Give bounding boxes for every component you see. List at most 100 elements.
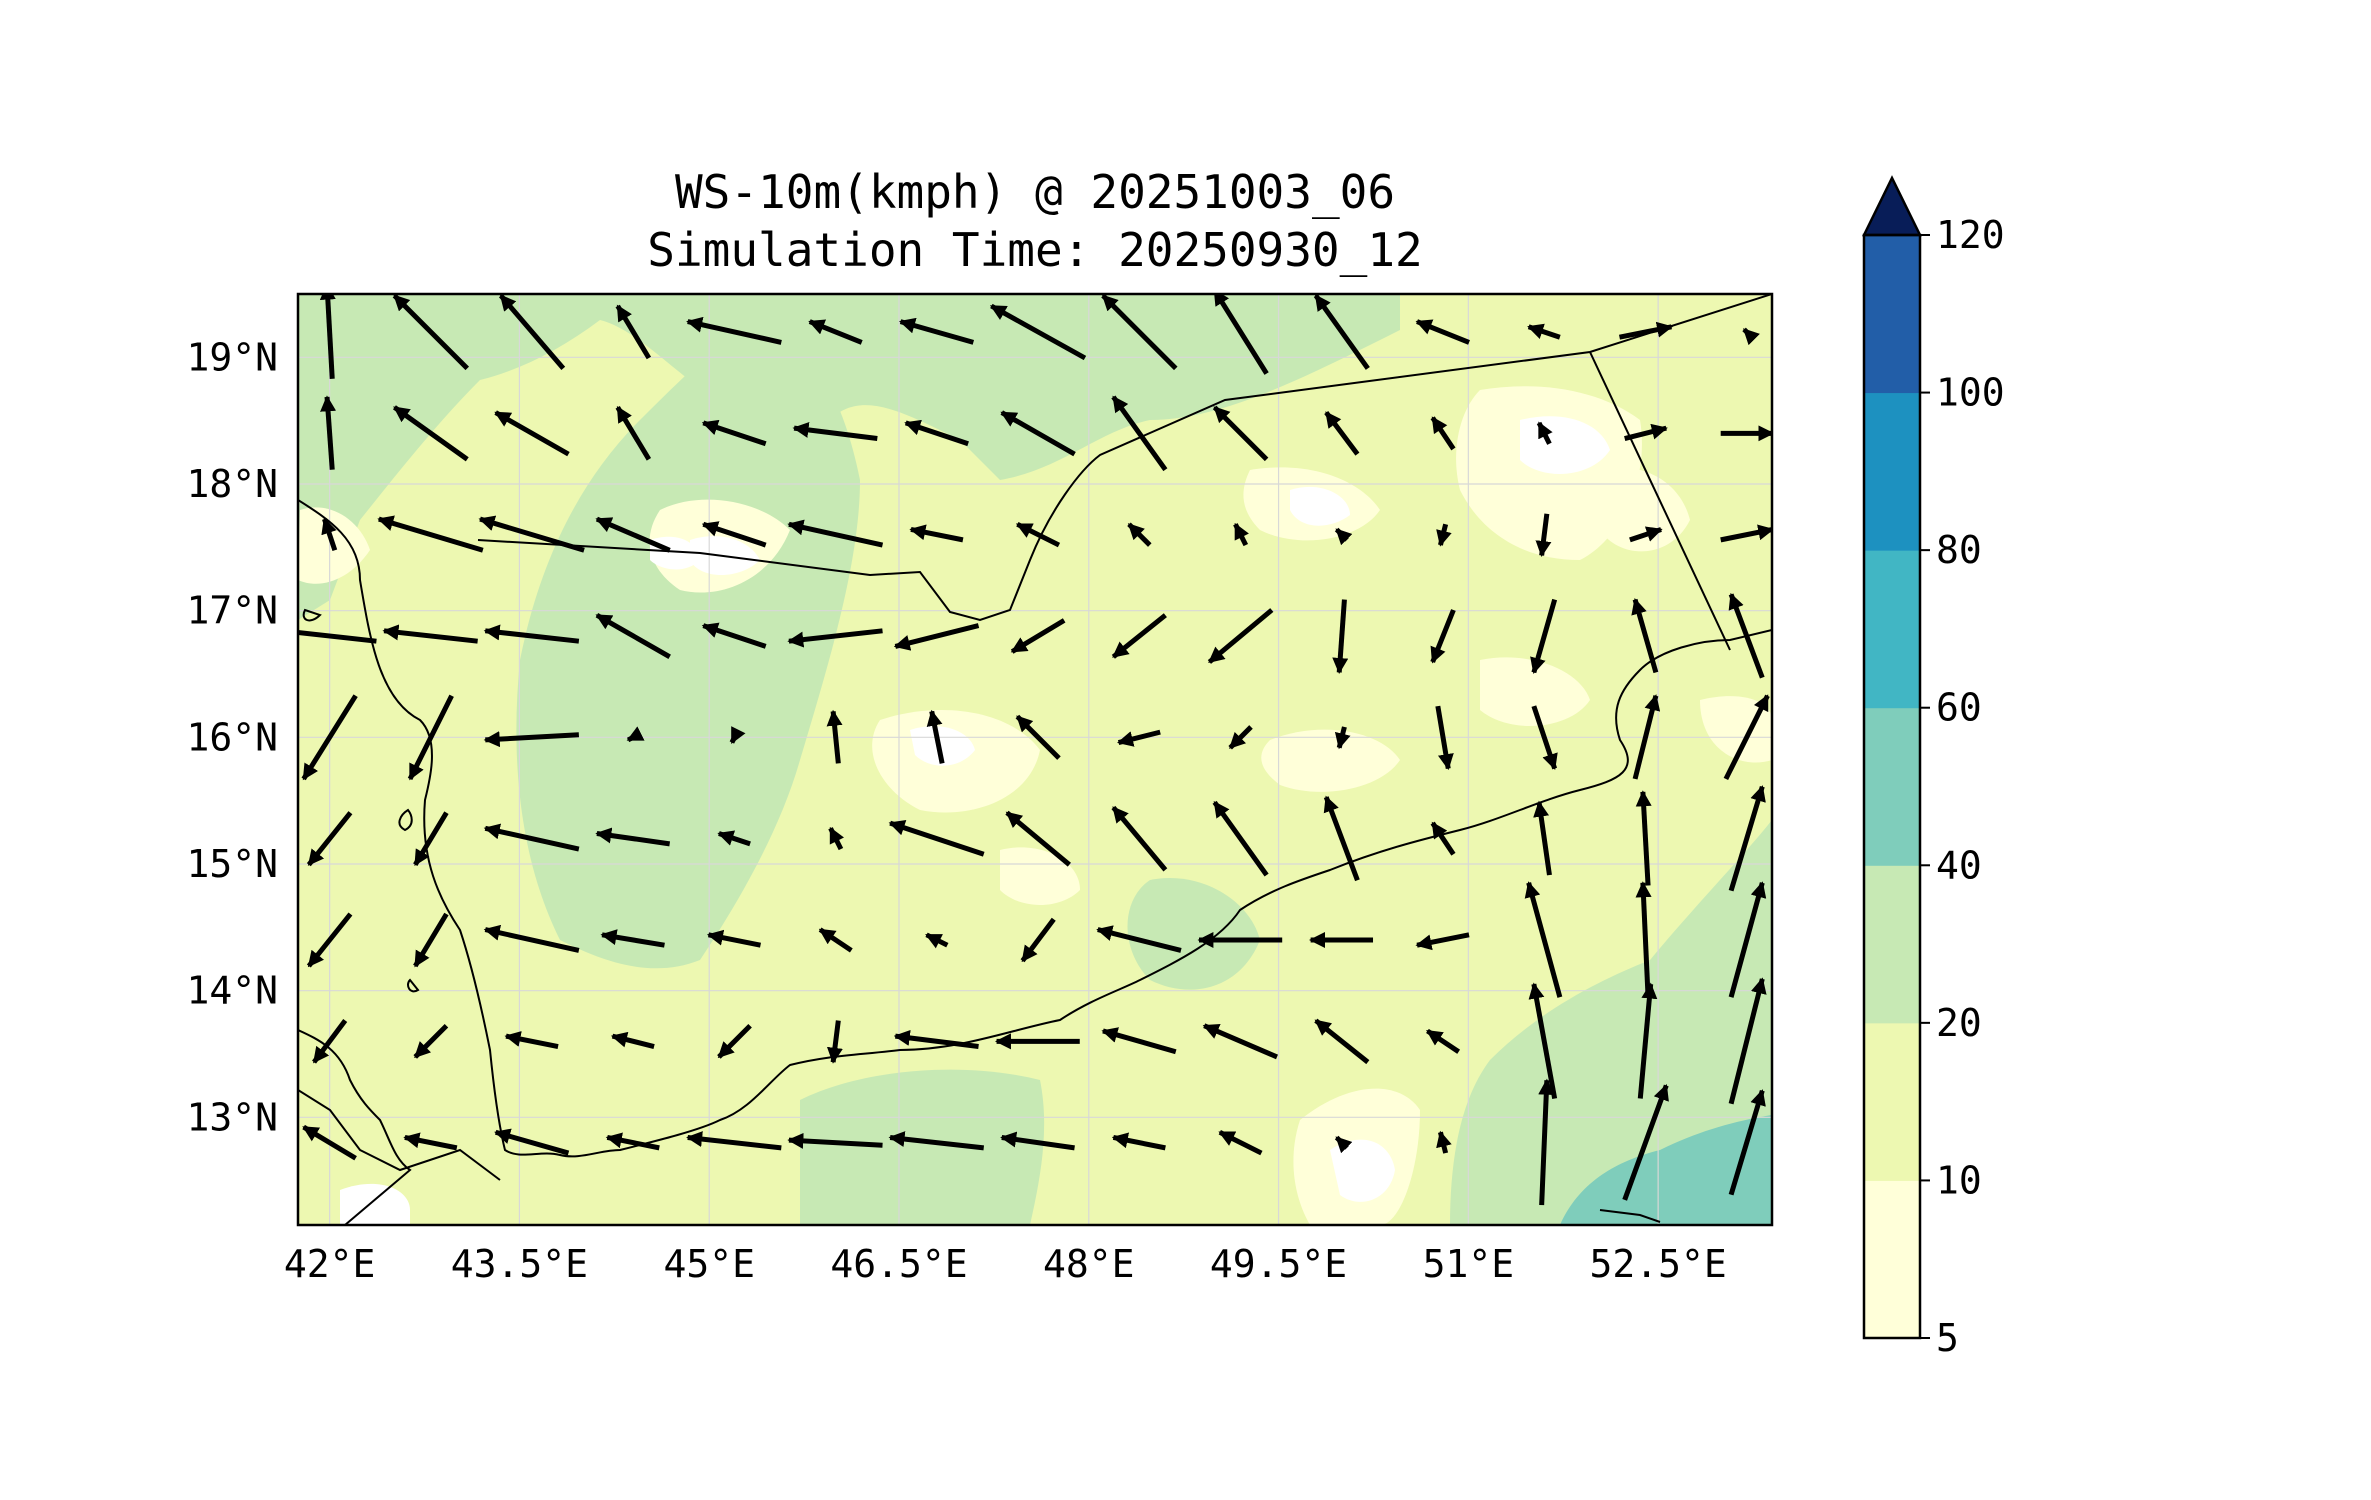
wind-arrow — [413, 912, 449, 968]
wind-arrow — [1233, 522, 1249, 547]
wind-arrow — [1213, 294, 1269, 375]
wind-arrow — [413, 1023, 449, 1059]
wind-arrow — [1624, 423, 1668, 441]
wind-arrow — [494, 410, 570, 457]
wind-arrow — [989, 303, 1087, 361]
wind-arrow — [1000, 410, 1076, 457]
colorbar-tick-label: 100 — [1936, 371, 2005, 415]
colorbar-tick-label: 10 — [1936, 1158, 1982, 1202]
coastline-arabia — [298, 499, 1772, 1158]
wind-arrow — [1020, 917, 1056, 963]
y-tick-label: 18°N — [186, 462, 278, 506]
y-tick-label: 19°N — [186, 335, 278, 379]
wind-arrow — [1228, 725, 1253, 750]
wind-arrow — [1111, 805, 1168, 872]
wind-arrow — [1127, 522, 1152, 547]
wind-arrow — [1629, 526, 1663, 543]
wind-arrow — [1635, 881, 1652, 998]
colorbar-tick-label: 80 — [1936, 528, 1982, 572]
wind-arrow — [321, 517, 338, 552]
wind-arrow — [1334, 1135, 1353, 1154]
wind-arrow — [1536, 421, 1553, 445]
colorbar-segment — [1864, 1180, 1920, 1339]
wind-arrow — [1218, 1130, 1263, 1156]
colorbar: 5 10 20 40 60 80 100 120 — [1861, 175, 2005, 1360]
wind-arrow — [483, 823, 580, 852]
wind-arrow — [686, 1131, 782, 1151]
wind-arrow — [483, 624, 580, 644]
colorbar-frame — [1862, 233, 1922, 1340]
wind-arrow — [595, 827, 671, 847]
wind-arrow — [1334, 726, 1351, 750]
wind-arrow — [407, 694, 454, 781]
wind-arrow — [1533, 800, 1552, 876]
map-panel — [298, 294, 1772, 1225]
wind-arrow — [1314, 1018, 1370, 1065]
wind-arrow — [483, 924, 580, 953]
wind-arrow — [1332, 599, 1349, 674]
wind-arrow — [626, 726, 645, 743]
wind-arrow — [1728, 592, 1765, 679]
wind-arrow — [1524, 881, 1563, 998]
wind-arrow — [686, 316, 782, 345]
colorbar-extend-arrow — [1861, 175, 1923, 237]
wind-arrow — [1728, 1089, 1766, 1196]
x-tick-label: 48°E — [1043, 1242, 1135, 1286]
border-eritrea-ethiopia — [298, 1089, 501, 1181]
wind-arrow — [717, 1023, 752, 1059]
map-frame — [296, 292, 1774, 1227]
wind-arrow — [1015, 522, 1061, 548]
wind-arrow — [1010, 618, 1066, 654]
wind-arrow — [792, 421, 878, 442]
wind-vectors — [298, 294, 1772, 1206]
wind-arrow — [1111, 613, 1167, 659]
colorbar-segment — [1864, 550, 1920, 709]
colorbar-segment — [1864, 707, 1920, 866]
wind-arrow — [504, 1031, 559, 1049]
wind-arrow — [701, 419, 767, 447]
coastline-islands — [302, 608, 420, 993]
wind-arrow — [600, 929, 665, 948]
wind-arrow — [701, 521, 767, 548]
wind-arrow — [1334, 527, 1353, 546]
wind-arrow — [1720, 524, 1772, 543]
wind-arrow — [787, 1132, 883, 1149]
y-tick-label: 17°N — [186, 589, 278, 633]
wind-arrow — [1426, 1028, 1461, 1054]
wind-arrow — [1117, 729, 1161, 747]
wind-arrow — [1101, 1027, 1177, 1055]
colorbar-segment — [1864, 235, 1920, 394]
wind-arrow — [1436, 523, 1452, 547]
colorbar-tick-label: 40 — [1936, 843, 1982, 887]
wind-arrow — [1632, 694, 1661, 780]
wind-arrow — [392, 294, 470, 371]
y-axis-ticks: 19°N 18°N 17°N 16°N 15°N 14°N 13°N — [186, 335, 278, 1139]
wind-arrow — [1101, 294, 1178, 371]
wind-arrow — [595, 516, 671, 553]
wind-arrow — [1005, 810, 1071, 867]
wind-arrow — [729, 726, 746, 744]
wind-arrow — [377, 515, 484, 553]
wind-band-40-60-east — [1560, 1115, 1772, 1225]
border-yemen-oman — [1589, 351, 1731, 651]
wind-arrow — [1530, 598, 1558, 674]
wind-arrow — [826, 1020, 843, 1064]
wind-arrow — [909, 524, 964, 543]
wind-arrow — [1415, 319, 1470, 345]
coastline-socotra — [1599, 1209, 1661, 1223]
wind-arrow — [888, 820, 985, 857]
wind-arrow — [1637, 982, 1658, 1099]
wind-arrow — [1430, 416, 1456, 451]
wind-arrow — [701, 622, 767, 649]
colorbar-tick-label: 120 — [1936, 213, 2005, 257]
wind-arrow — [1430, 821, 1456, 856]
wind-arrow — [925, 932, 949, 949]
wind-arrow — [893, 623, 980, 651]
wind-arrow — [1742, 327, 1760, 346]
wind-arrow — [888, 1131, 985, 1151]
wind-arrow — [1618, 321, 1674, 340]
wind-arrow — [413, 811, 449, 867]
wind-arrow — [818, 927, 853, 953]
x-tick-label: 46.5°E — [830, 1242, 967, 1286]
